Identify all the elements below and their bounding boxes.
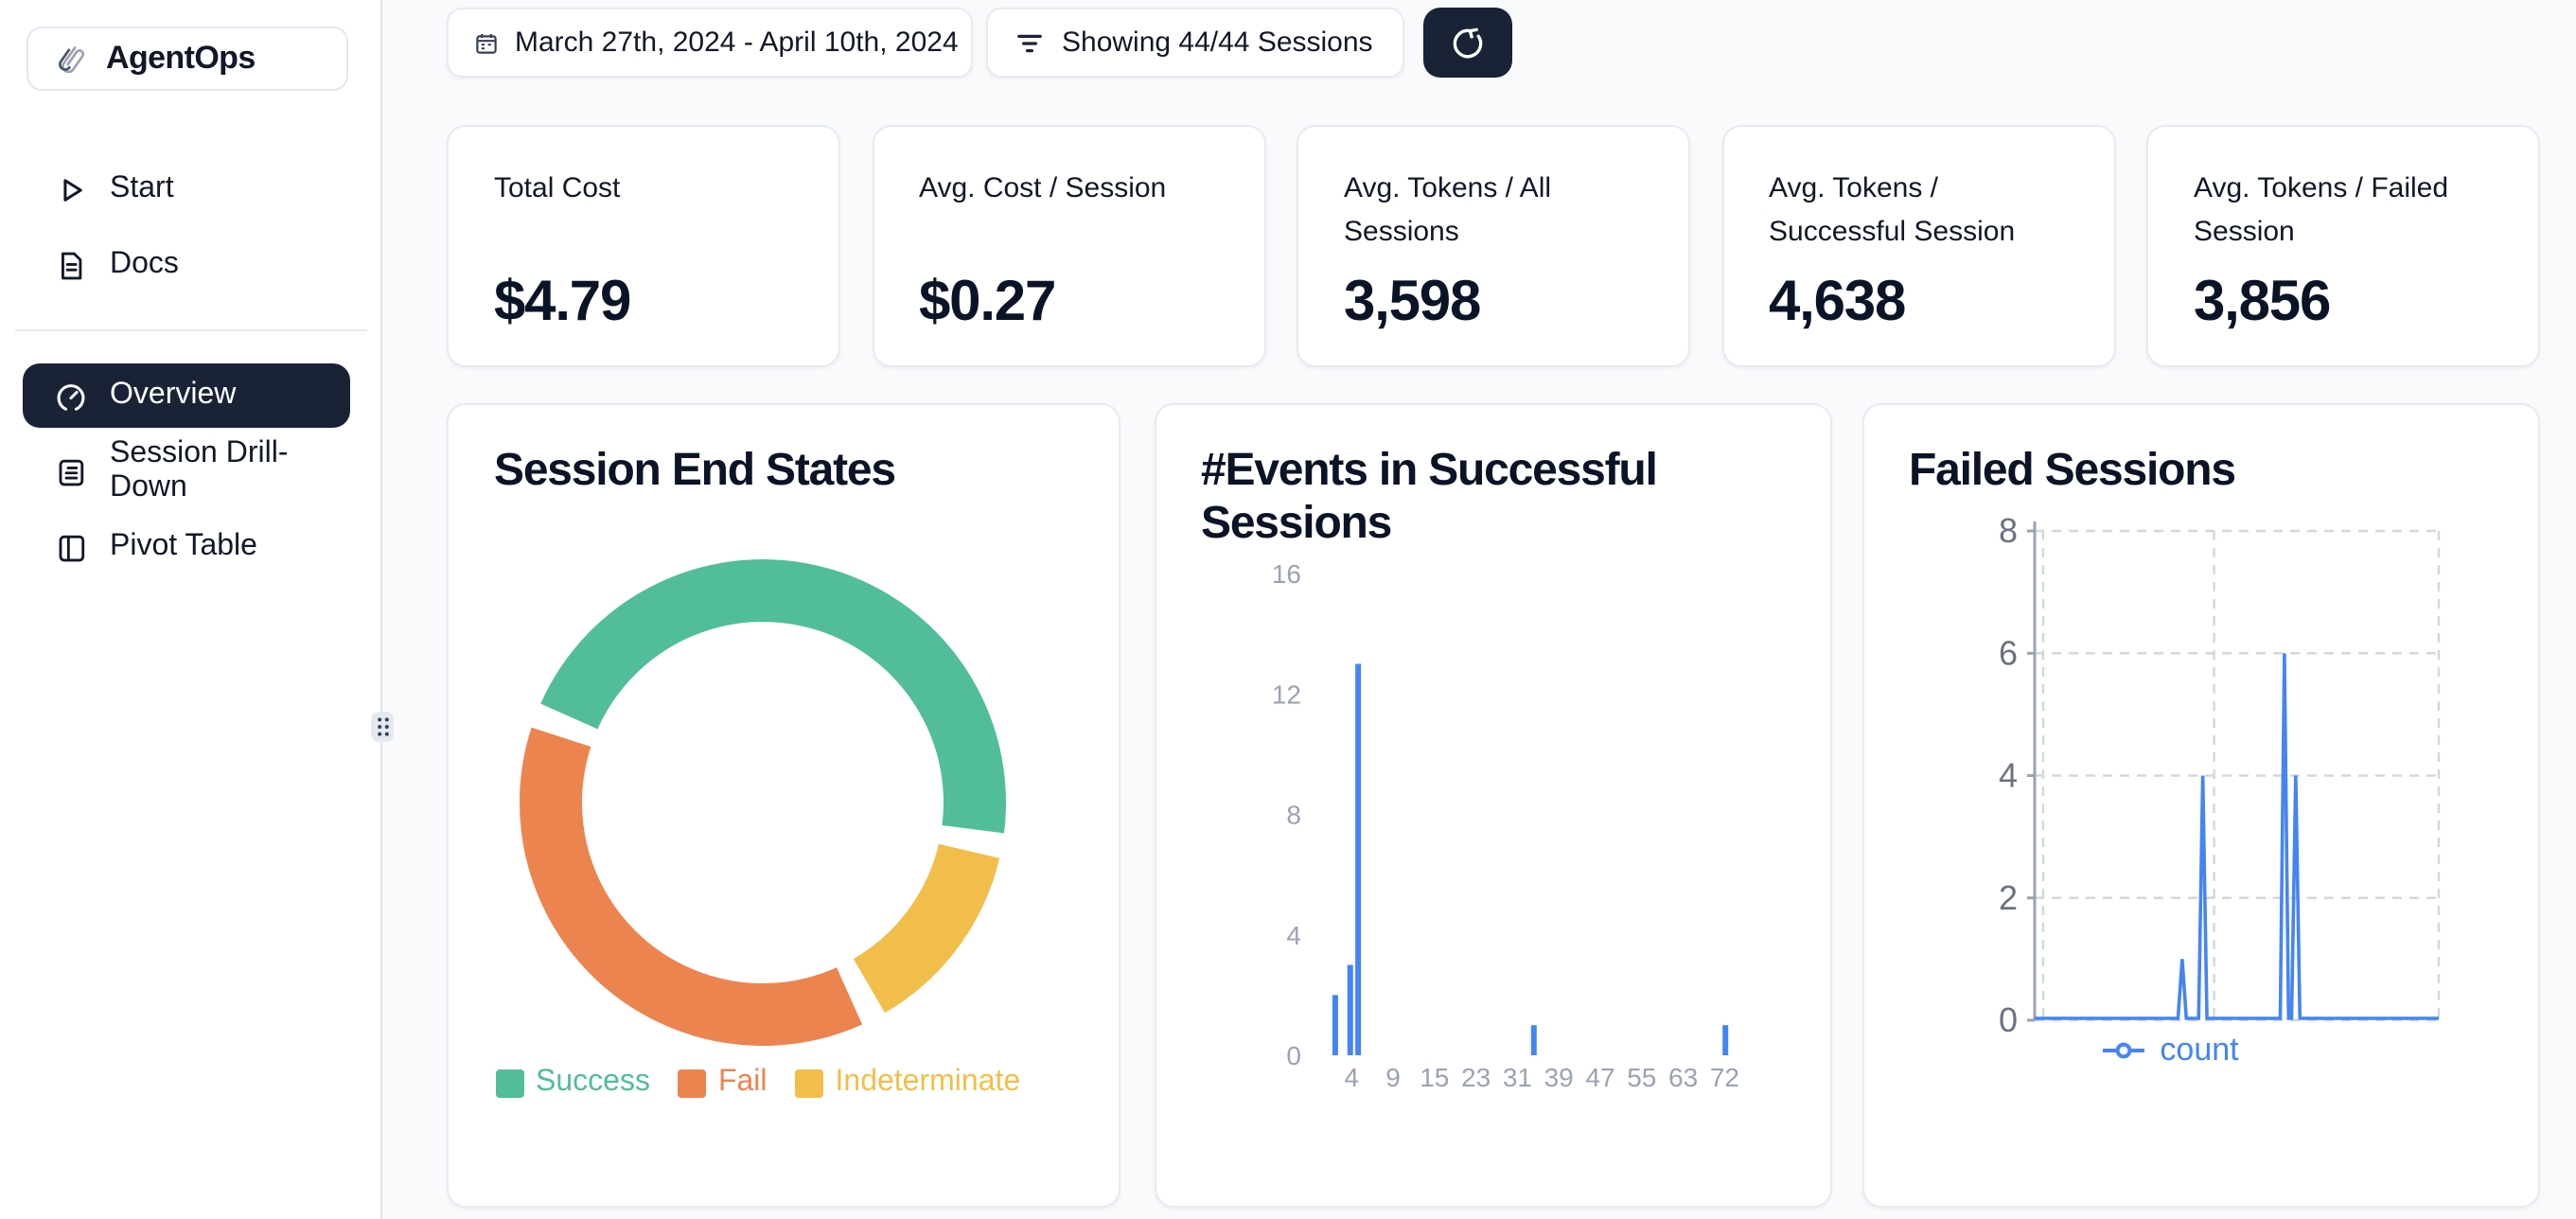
sidebar-item-label: Docs: [110, 248, 179, 280]
events-histogram-card: #Events in Successful Sessions 0 4 8 12 16 4 9…: [1154, 403, 1831, 1208]
x-tick-label: 47: [1584, 1063, 1614, 1092]
x-tick-label: 23: [1460, 1063, 1490, 1092]
sidebar-divider: [15, 329, 367, 331]
sidebar-item-pivot-table[interactable]: Pivot Table: [23, 515, 350, 579]
play-icon: [53, 171, 89, 207]
count-series-line[interactable]: [2034, 653, 2438, 1020]
paperclip-logo-icon: [53, 41, 89, 77]
date-range-picker[interactable]: March 27th, 2024 - April 10th, 2024: [447, 8, 973, 78]
y-tick-label: 4: [1998, 756, 2017, 795]
stat-card-total-cost: Total Cost $4.79: [447, 125, 840, 367]
stat-value: 4,638: [1769, 271, 1906, 333]
line-legend[interactable]: count: [1833, 1032, 2507, 1069]
donut-segment-success[interactable]: [540, 558, 1006, 834]
refresh-icon: [1448, 23, 1488, 62]
stat-label: Total Cost: [494, 172, 621, 204]
filter-icon: [1015, 27, 1045, 58]
sidebar-item-label: Pivot Table: [110, 530, 257, 562]
failed-sessions-card: Failed Sessions 0 2 4 6 8 count: [1861, 403, 2539, 1208]
x-tick-label: 15: [1419, 1063, 1448, 1092]
chart-title: Failed Sessions: [1909, 445, 2236, 496]
brand-name: AgentOps: [106, 40, 256, 76]
sidebar-item-label: Start: [110, 172, 174, 204]
y-tick-label: 6: [1998, 633, 2017, 672]
stat-label: Avg. Cost / Session: [919, 172, 1167, 204]
stat-card-avg-tokens-all: Avg. Tokens / All Sessions 3,598: [1297, 125, 1690, 367]
stat-card-avg-tokens-successful: Avg. Tokens / Successful Session 4,638: [1721, 125, 2115, 367]
sessions-filter-button[interactable]: Showing 44/44 Sessions: [986, 8, 1404, 78]
y-tick-label: 8: [1998, 511, 2017, 550]
x-tick-label: 31: [1502, 1063, 1531, 1092]
legend-item-indeterminate[interactable]: Indeterminate: [795, 1066, 1021, 1100]
gauge-icon: [53, 378, 89, 414]
sessions-filter-text: Showing 44/44 Sessions: [1062, 26, 1373, 59]
x-tick-label: 72: [1709, 1063, 1738, 1092]
y-tick-label: 2: [1998, 878, 2017, 917]
x-tick-label: 9: [1385, 1063, 1400, 1092]
sidebar-item-label: Session Drill-Down: [110, 437, 289, 504]
histogram-bar[interactable]: [1721, 1025, 1728, 1055]
legend-item-success[interactable]: Success: [496, 1066, 650, 1100]
y-tick-label: 8: [1285, 801, 1300, 830]
x-tick-label: 63: [1667, 1063, 1697, 1092]
x-tick-label: 39: [1544, 1063, 1573, 1092]
session-end-states-card: Session End States Success Fail Indeterm…: [447, 403, 1120, 1208]
session-end-states-donut-chart[interactable]: [449, 405, 1122, 1210]
donut-segment-indeterminate[interactable]: [853, 843, 1000, 1014]
histogram-bar[interactable]: [1331, 995, 1337, 1055]
histogram-bar[interactable]: [1354, 663, 1361, 1055]
failed-sessions-line-chart[interactable]: 0 2 4 6 8: [1863, 405, 2541, 1210]
count-series-marker: [2103, 1042, 2145, 1059]
sidebar-item-overview[interactable]: Overview: [23, 363, 350, 428]
refresh-button[interactable]: [1423, 8, 1512, 78]
date-range-text: March 27th, 2024 - April 10th, 2024: [515, 26, 959, 59]
sidebar-item-label: Overview: [110, 379, 237, 411]
y-tick-label: 16: [1271, 559, 1300, 589]
stat-card-avg-cost-session: Avg. Cost / Session $0.27: [872, 125, 1265, 367]
stat-value: $0.27: [919, 271, 1056, 333]
stat-label: Avg. Tokens / Failed Session: [2194, 172, 2449, 247]
donut-legend: Success Fail Indeterminate: [496, 1066, 1020, 1100]
calendar-icon: [475, 31, 498, 54]
sidebar-item-session-drill-down[interactable]: Session Drill-Down: [23, 437, 350, 504]
legend-label: Success: [536, 1066, 650, 1098]
brand-logo[interactable]: AgentOps: [26, 26, 348, 91]
stat-label: Avg. Tokens / Successful Session: [1769, 172, 2016, 247]
y-tick-label: 0: [1285, 1041, 1300, 1070]
x-tick-label: 55: [1626, 1063, 1655, 1092]
list-box-icon: [53, 453, 89, 489]
sidebar-resize-handle[interactable]: [371, 712, 394, 742]
count-series-label: count: [2160, 1032, 2239, 1068]
histogram-bar[interactable]: [1529, 1025, 1536, 1055]
stat-label: Avg. Tokens / All Sessions: [1344, 172, 1552, 247]
legend-label: Indeterminate: [835, 1066, 1021, 1098]
pivot-layout-icon: [53, 529, 89, 565]
stat-value: 3,598: [1344, 271, 1481, 333]
stat-value: $4.79: [494, 271, 631, 333]
x-tick-label: 4: [1343, 1063, 1358, 1092]
legend-item-fail[interactable]: Fail: [678, 1066, 768, 1100]
sidebar-item-start[interactable]: Start: [23, 157, 350, 221]
chart-title: #Events in Successful Sessions: [1201, 445, 1658, 550]
legend-label: Fail: [717, 1066, 768, 1098]
histogram-bar[interactable]: [1346, 964, 1352, 1055]
donut-segment-fail[interactable]: [520, 727, 863, 1046]
y-tick-label: 4: [1285, 921, 1300, 950]
y-tick-label: 0: [1998, 1000, 2017, 1039]
stat-value: 3,856: [2194, 271, 2331, 333]
indeterminate-swatch: [795, 1069, 824, 1097]
document-icon: [53, 247, 89, 283]
chart-title: Session End States: [494, 445, 896, 496]
success-swatch: [496, 1069, 524, 1097]
sidebar-item-docs[interactable]: Docs: [23, 233, 350, 297]
sidebar: AgentOps Start Docs: [0, 0, 382, 1219]
stat-card-avg-tokens-failed: Avg. Tokens / Failed Session 3,856: [2146, 125, 2540, 367]
fail-swatch: [678, 1069, 707, 1097]
y-tick-label: 12: [1271, 680, 1300, 709]
